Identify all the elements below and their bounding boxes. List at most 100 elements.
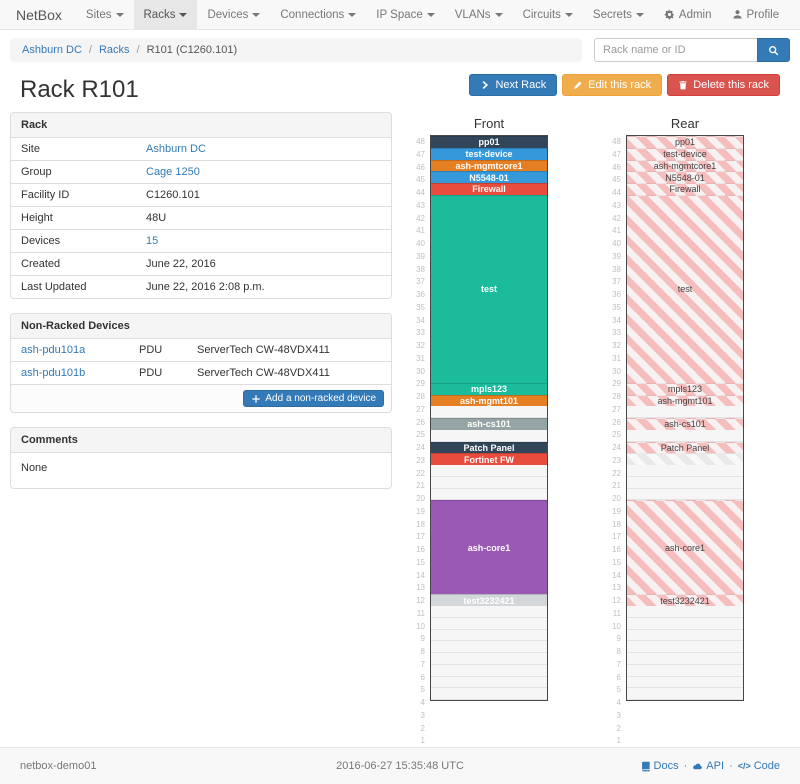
device-ash-core1[interactable]: ash-core1 <box>431 500 547 595</box>
pencil-icon <box>573 80 583 90</box>
unit-number: 6 <box>420 672 425 682</box>
unit-number: 31 <box>612 353 621 363</box>
device-link-ash-pdu101b[interactable]: ash-pdu101b <box>21 367 86 379</box>
breadcrumb-link-racks[interactable]: Racks <box>98 44 130 56</box>
breadcrumb-link-ashburn-dc[interactable]: Ashburn DC <box>22 44 82 56</box>
nav-item-racks[interactable]: Racks <box>133 0 198 29</box>
rack-unit-slot <box>431 476 547 489</box>
unit-number: 21 <box>612 481 621 491</box>
unit-number: 41 <box>416 226 425 236</box>
breadcrumb-separator: / <box>88 44 92 56</box>
unit-number: 36 <box>416 290 425 299</box>
device-ash-mgmtcore1: ash-mgmtcore1 <box>627 159 743 172</box>
device-firewall: Firewall <box>627 183 743 195</box>
rack-unit-slot <box>627 406 743 418</box>
unit-number: 4 <box>420 698 425 707</box>
device-link-ash-pdu101a[interactable]: ash-pdu101a <box>21 344 86 356</box>
nav-item-devices[interactable]: Devices <box>197 0 270 29</box>
search-input[interactable] <box>594 38 757 62</box>
unit-number: 8 <box>616 647 621 656</box>
device-patch-panel[interactable]: Patch Panel <box>431 441 547 454</box>
nav-item-secrets[interactable]: Secrets <box>583 0 654 29</box>
breadcrumb-separator: / <box>136 44 140 56</box>
unit-number: 3 <box>420 710 425 720</box>
non-racked-device-role: PDU <box>139 344 163 356</box>
unit-number: 8 <box>420 647 425 656</box>
navbar: NetBox Sites Racks Devices Connections IP Sp… <box>0 0 800 30</box>
search-button[interactable] <box>757 38 790 62</box>
rack-info-row: Devices 15 <box>11 229 391 253</box>
unit-number: 20 <box>612 494 621 503</box>
device-fortinet-fw[interactable]: Fortinet FW <box>431 453 547 465</box>
unit-number: 18 <box>612 519 621 529</box>
rack-info-value-link[interactable]: Ashburn DC <box>146 143 206 155</box>
unit-number: 46 <box>416 162 425 172</box>
unit-number: 37 <box>416 277 425 287</box>
footer-link-label: Docs <box>653 760 679 772</box>
device-ash-cs101: ash-cs101 <box>627 418 743 430</box>
rack-info-label: Created <box>11 252 136 276</box>
rack-info-value-link[interactable]: 15 <box>146 235 159 247</box>
device-ash-cs101[interactable]: ash-cs101 <box>431 418 547 430</box>
rack-unit-slot <box>627 465 743 477</box>
device-ash-mgmt101: ash-mgmt101 <box>627 394 743 407</box>
rack-unit-slot <box>431 606 547 618</box>
nav-item-sites[interactable]: Sites <box>76 0 134 29</box>
device-test3232421: test3232421 <box>627 594 743 606</box>
unit-number: 40 <box>612 239 621 248</box>
add-non-racked-device-button[interactable]: Add a non-racked device <box>243 390 384 407</box>
device-mpls123[interactable]: mpls123 <box>431 382 547 395</box>
delete-this-rack-button[interactable]: Delete this rack <box>667 74 780 96</box>
device-test3232421[interactable]: test3232421 <box>431 594 547 606</box>
device-label: ash-mgmtcore1 <box>653 160 717 171</box>
device-fortinet-fw <box>627 453 743 465</box>
nav-item-profile[interactable]: Profile <box>722 0 790 29</box>
nav-item-log-out[interactable]: Log out <box>789 0 800 29</box>
next-rack-button[interactable]: Next Rack <box>469 74 558 96</box>
unit-number: 27 <box>612 404 621 414</box>
device-ash-mgmt101[interactable]: ash-mgmt101 <box>431 394 547 407</box>
rack-info-value-link[interactable]: Cage 1250 <box>146 166 200 178</box>
unit-number: 16 <box>612 545 621 554</box>
footer-link-api[interactable]: API <box>692 760 724 772</box>
unit-number: 41 <box>612 226 621 236</box>
unit-number: 5 <box>616 685 621 695</box>
rack-unit-slot <box>627 688 743 700</box>
device-firewall[interactable]: Firewall <box>431 183 547 195</box>
unit-number: 14 <box>416 570 425 580</box>
nav-item-connections[interactable]: Connections <box>270 0 366 29</box>
device-label: ash-mgmt101 <box>657 395 713 406</box>
unit-number: 18 <box>416 519 425 529</box>
topbar: Ashburn DC / Racks / R101 (C1260.101) <box>10 38 790 62</box>
nav-item-label: Profile <box>746 8 780 21</box>
device-ash-mgmtcore1[interactable]: ash-mgmtcore1 <box>431 159 547 172</box>
unit-number: 19 <box>612 506 621 516</box>
device-pp01[interactable]: pp01 <box>431 136 547 148</box>
device-label: test <box>480 284 497 295</box>
footer-link-docs[interactable]: Docs <box>640 760 679 772</box>
device-label: ash-cs101 <box>467 419 511 430</box>
nav-item-admin[interactable]: Admin <box>654 0 722 29</box>
unit-number: 45 <box>612 175 621 185</box>
rack-info-row: Facility ID C1260.101 <box>11 183 391 207</box>
netbox-brand[interactable]: NetBox <box>16 6 62 23</box>
nav-item-vlans[interactable]: VLANs <box>445 0 513 29</box>
nav-item-ip-space[interactable]: IP Space <box>366 0 444 29</box>
unit-number: 37 <box>612 277 621 287</box>
edit-this-rack-button[interactable]: Edit this rack <box>562 74 663 96</box>
footer-hostname: netbox-demo01 <box>20 760 97 772</box>
device-test[interactable]: test <box>431 194 547 383</box>
rack-elevations: Front 48 47 46 45 44 43 42 41 40 39 38 37 36 35 34 33 32… <box>410 112 744 747</box>
unit-number: 1 <box>420 736 425 746</box>
unit-number: 48 <box>416 137 425 146</box>
rear-unit-numbers: 48 47 46 45 44 43 42 41 40 39 38 37 36 35 34 33 32 31 30 29… <box>606 135 626 747</box>
unit-number: 11 <box>416 608 425 618</box>
device-test-device[interactable]: test-device <box>431 147 547 160</box>
unit-number: 38 <box>612 264 621 274</box>
nav-item-circuits[interactable]: Circuits <box>513 0 583 29</box>
unit-number: 2 <box>420 723 425 733</box>
unit-number: 35 <box>416 302 425 312</box>
footer-link-code[interactable]: </> Code <box>738 760 780 772</box>
rack-info-label: Devices <box>11 229 136 253</box>
device-n5548-01[interactable]: N5548-01 <box>431 171 547 183</box>
